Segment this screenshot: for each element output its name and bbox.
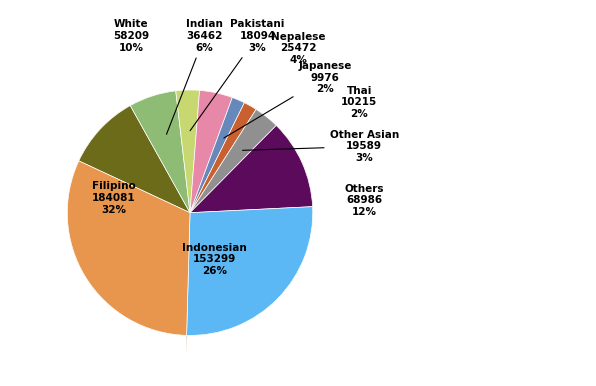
Text: White
58209
10%: White 58209 10% [113, 19, 149, 52]
Wedge shape [176, 90, 200, 213]
Wedge shape [67, 161, 190, 335]
Wedge shape [67, 161, 190, 335]
Text: Filipino
184081
32%: Filipino 184081 32% [92, 181, 136, 215]
Wedge shape [131, 91, 190, 213]
Text: Other Asian
19589
3%: Other Asian 19589 3% [243, 130, 399, 163]
Text: Indian
36462
6%: Indian 36462 6% [166, 19, 223, 134]
Wedge shape [190, 125, 312, 213]
Wedge shape [79, 105, 190, 213]
Text: Pakistani
18094
3%: Pakistani 18094 3% [190, 19, 285, 131]
Wedge shape [190, 109, 277, 213]
Wedge shape [131, 91, 190, 213]
Wedge shape [176, 90, 200, 213]
Wedge shape [190, 90, 232, 213]
Wedge shape [190, 103, 256, 213]
Text: Thai
10215
2%: Thai 10215 2% [342, 86, 377, 119]
Wedge shape [79, 105, 190, 213]
Wedge shape [190, 98, 244, 213]
Wedge shape [190, 90, 232, 213]
Wedge shape [187, 207, 313, 335]
Text: Nepalese
25472
4%: Nepalese 25472 4% [271, 32, 325, 65]
Wedge shape [190, 103, 256, 213]
Wedge shape [190, 109, 277, 213]
Wedge shape [187, 207, 313, 335]
Polygon shape [187, 213, 190, 354]
Text: Indonesian
153299
26%: Indonesian 153299 26% [182, 243, 247, 276]
Polygon shape [187, 213, 190, 354]
Text: Others
68986
12%: Others 68986 12% [344, 184, 384, 217]
Text: Japanese
9976
2%: Japanese 9976 2% [224, 61, 352, 138]
Wedge shape [190, 98, 244, 213]
Wedge shape [190, 125, 312, 213]
